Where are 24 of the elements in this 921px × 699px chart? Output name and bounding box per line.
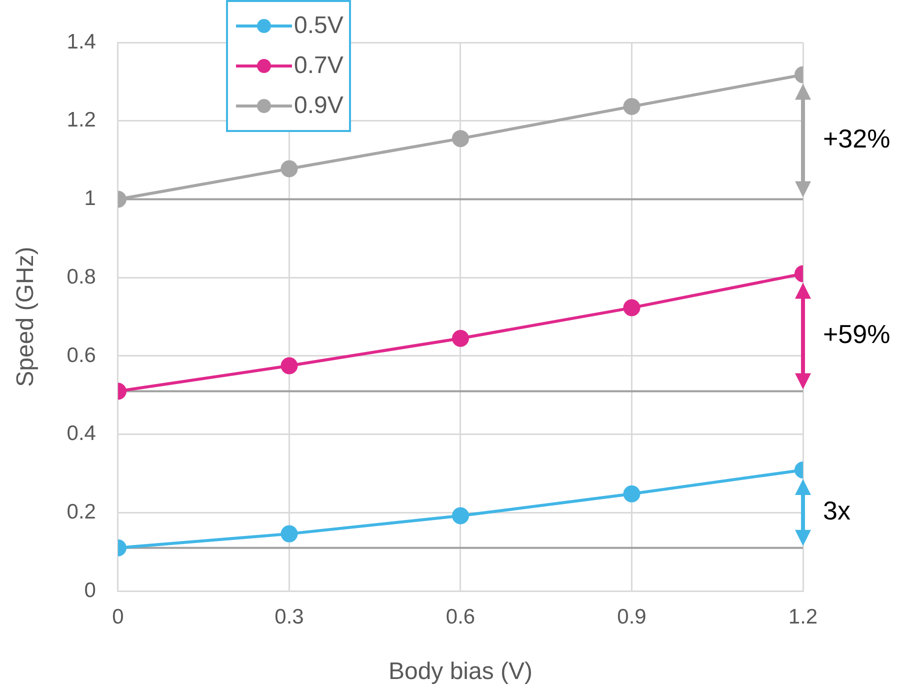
y-tick-label: 0.6 (66, 344, 96, 367)
point (452, 130, 469, 148)
legend-label: 0.7V (294, 52, 344, 80)
y-tick-label: 1 (84, 187, 96, 210)
y-tick-label: 0.8 (66, 265, 96, 288)
x-axis-title: Body bias (V) (388, 658, 533, 686)
text: +32% (823, 124, 890, 154)
text: +59% (823, 319, 890, 350)
y-axis-title: Speed (GHz) (12, 246, 40, 387)
y-tick-label: 0.4 (66, 422, 96, 446)
point (452, 330, 469, 347)
x-tick-label: 0.9 (617, 605, 646, 628)
text: 3x (823, 496, 850, 526)
x-tick-label: 1.2 (788, 605, 818, 628)
legend-label: 0.5V (294, 12, 344, 40)
x-tick-label: 0.3 (274, 605, 304, 628)
y-tick-label: 1.2 (66, 108, 96, 132)
y-tick-label: 0 (84, 578, 96, 602)
y-tick-label: 0.2 (66, 500, 96, 524)
x-tick-label: 0 (112, 605, 124, 628)
point (452, 507, 469, 524)
x-tick-label: 0.6 (446, 605, 476, 628)
legend-label: 0.9V (294, 92, 344, 120)
y-tick-label: 1.4 (66, 30, 96, 54)
